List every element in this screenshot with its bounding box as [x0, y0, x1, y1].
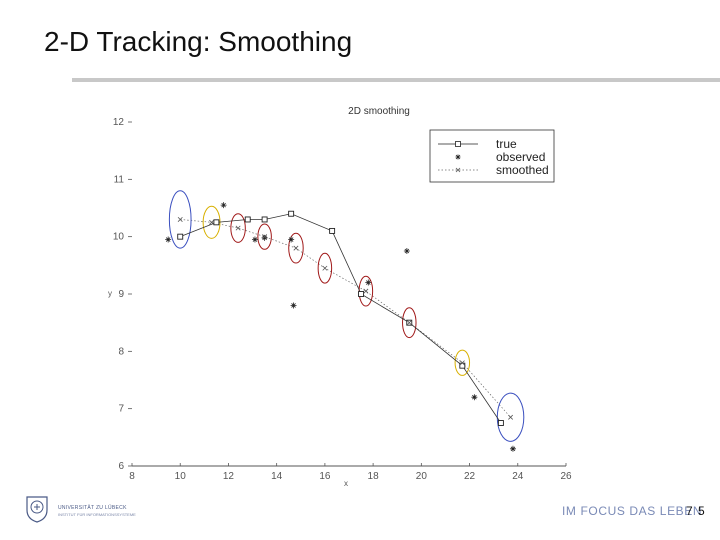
- smoothed-point: [209, 219, 215, 225]
- smoothed-point: [406, 320, 412, 326]
- uncertainty-ellipse: [168, 190, 192, 249]
- observed-point: [261, 234, 268, 241]
- university-seal-icon: [26, 496, 48, 523]
- observed-point: [220, 202, 227, 209]
- y-tick-label: 8: [118, 346, 124, 357]
- title-rule: [72, 78, 720, 82]
- observed-point: [290, 302, 297, 309]
- legend-smoothed-marker: [455, 167, 461, 173]
- true-point: [329, 227, 336, 234]
- observed-point: [365, 279, 372, 286]
- y-axis-label: y: [108, 289, 112, 298]
- x-tick-label: 24: [512, 471, 524, 482]
- observed-point: [288, 236, 295, 243]
- y-tick-label: 11: [114, 174, 125, 185]
- legend-observed-marker: [455, 154, 461, 160]
- true-point: [261, 216, 268, 223]
- y-tick-label: 6: [118, 461, 124, 472]
- x-tick-label: 22: [464, 471, 476, 482]
- y-tick-label: 9: [118, 289, 124, 300]
- footer-motto: IM FOCUS DAS LEBEN: [562, 504, 703, 518]
- smoothed-point: [508, 414, 514, 420]
- smoothed-point: [293, 245, 299, 251]
- smoothed-point: [459, 360, 465, 366]
- legend-box: [429, 129, 555, 183]
- observed-point: [403, 248, 410, 254]
- x-tick-label: 16: [319, 471, 331, 482]
- true-point: [244, 216, 251, 223]
- y-tick-label: 7: [118, 404, 124, 415]
- true-point: [177, 233, 184, 240]
- smoothed-point: [322, 265, 328, 271]
- observed-point: [509, 445, 516, 452]
- y-tick-label: 12: [113, 117, 125, 128]
- x-tick-label: 12: [223, 471, 235, 482]
- x-tick-label: 20: [416, 471, 428, 482]
- uncertainty-ellipse: [257, 223, 272, 250]
- page-number: 7 5: [686, 504, 706, 518]
- x-tick-label: 14: [271, 471, 283, 482]
- true-point: [213, 219, 220, 226]
- uncertainty-ellipse: [317, 252, 333, 284]
- x-tick-label: 18: [368, 471, 380, 482]
- observed-point: [251, 236, 258, 243]
- true-series-line: [180, 213, 502, 424]
- x-axis-label: x: [344, 479, 348, 488]
- chart-title: 2D smoothing: [348, 106, 410, 117]
- true-point: [288, 210, 295, 217]
- true-point: [459, 362, 466, 369]
- legend-true-marker: [455, 141, 461, 147]
- true-point: [497, 420, 504, 426]
- uncertainty-ellipse: [288, 232, 304, 264]
- legend-label-true: true: [496, 137, 517, 151]
- university-name: UNIVERSITÄT ZU LÜBECK: [58, 505, 127, 511]
- x-tick-label: 8: [129, 471, 135, 482]
- legend-label-observed: observed: [496, 150, 545, 164]
- legend-label-smoothed: smoothed: [496, 163, 549, 177]
- smoothed-series-line: [180, 219, 511, 418]
- observed-point: [471, 394, 478, 401]
- true-point: [358, 291, 365, 297]
- observed-point: [165, 236, 172, 243]
- x-tick-label: 10: [175, 471, 187, 482]
- smoothed-point: [262, 234, 268, 240]
- y-tick-label: 10: [113, 232, 125, 243]
- slide-title: 2-D Tracking: Smoothing: [44, 26, 353, 57]
- university-subtitle: INSTITUT FÜR INFORMATIONSSYSTEME: [58, 512, 136, 517]
- uncertainty-ellipse: [402, 307, 417, 339]
- smoothed-point: [363, 288, 369, 294]
- smoothed-point: [177, 216, 183, 222]
- x-tick-label: 26: [560, 471, 572, 482]
- smoothed-point: [235, 225, 241, 231]
- uncertainty-ellipse: [230, 213, 246, 243]
- uncertainty-ellipse: [454, 349, 471, 376]
